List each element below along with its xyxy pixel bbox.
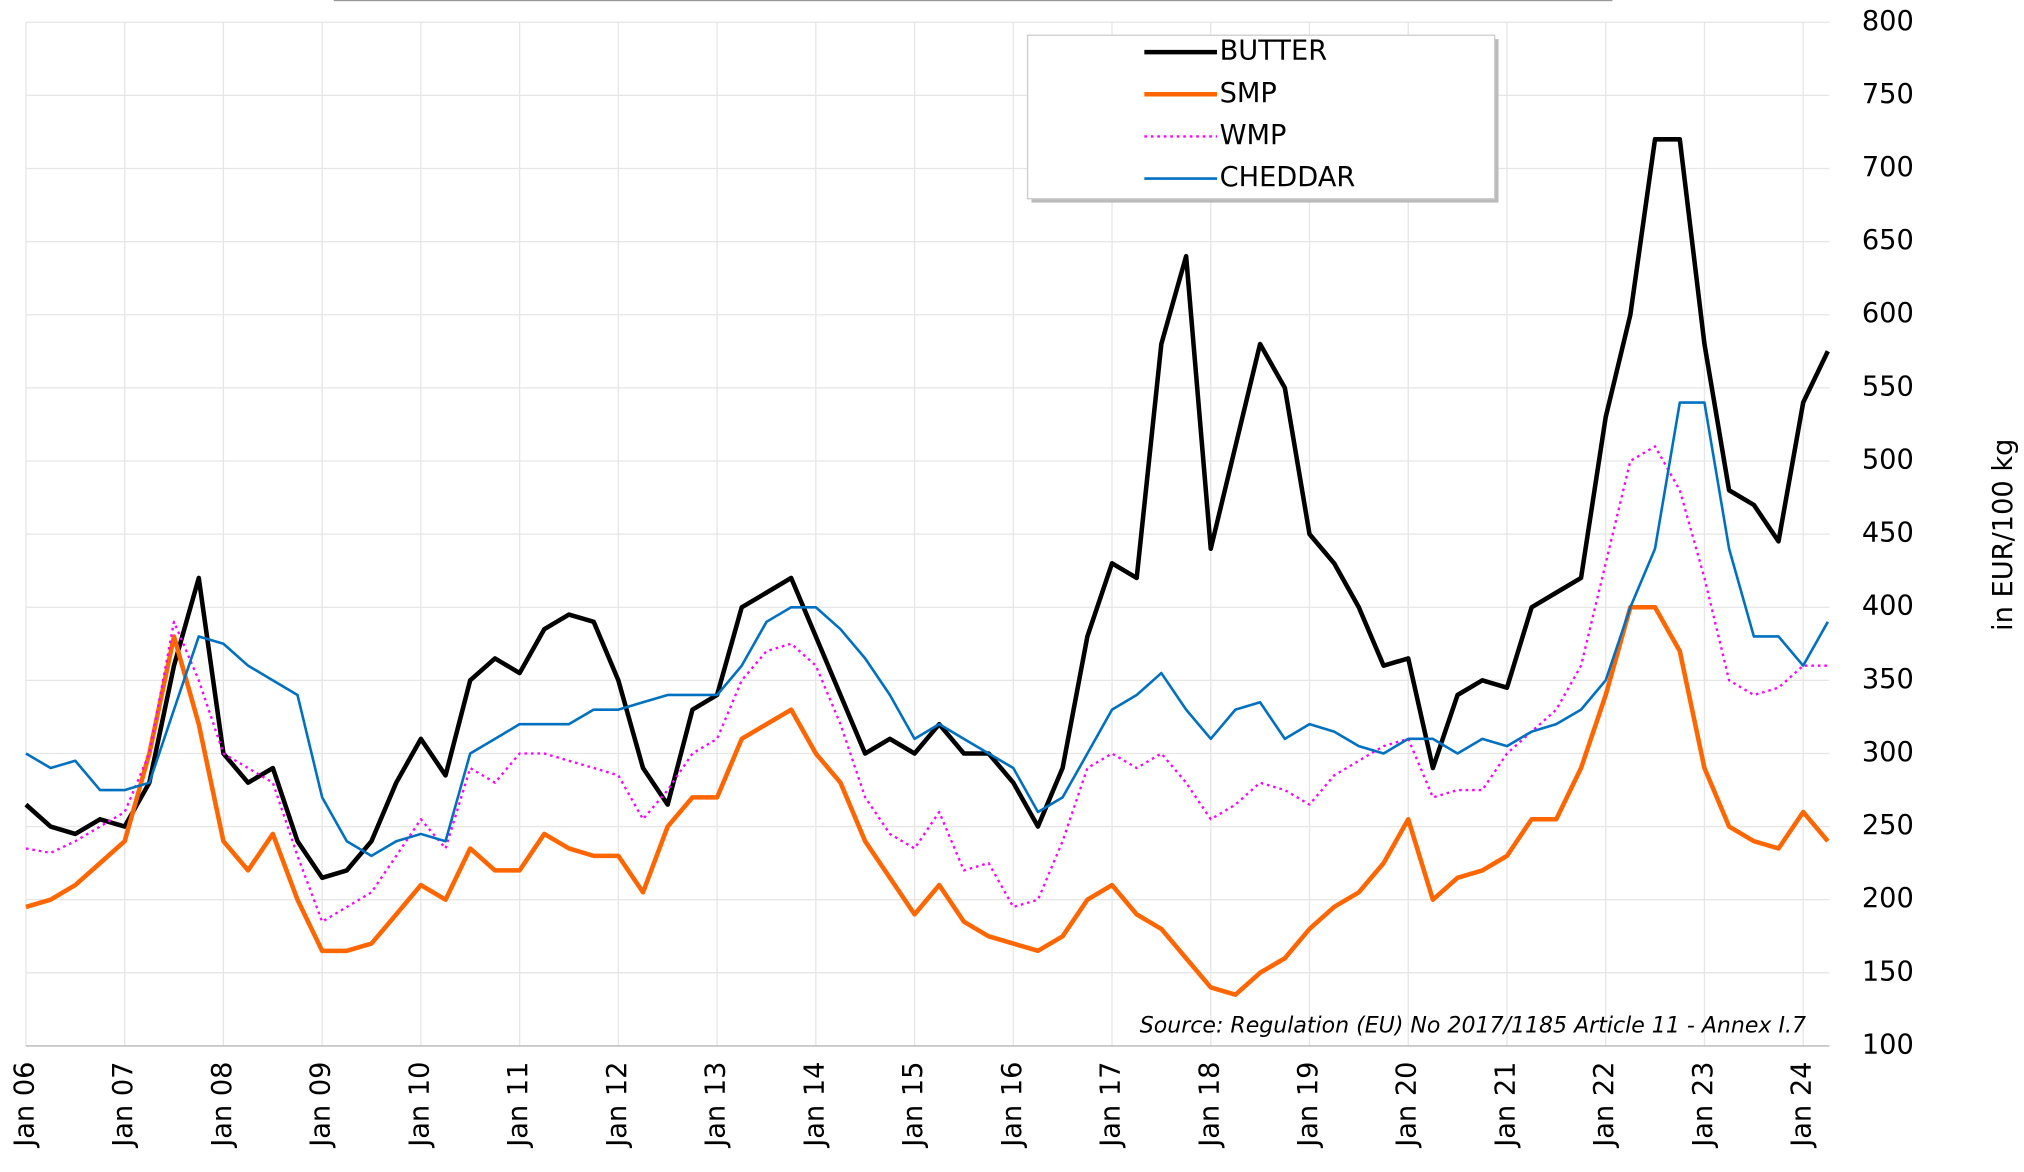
series-line <box>25 445 1828 923</box>
lines <box>24 137 1830 997</box>
y-tick-label: 200 <box>1862 883 1914 914</box>
x-tick-label: Jan 12 <box>602 1062 633 1149</box>
x-tick-label: Jan 11 <box>503 1062 534 1149</box>
y-tick-label: 150 <box>1862 956 1914 987</box>
legend-label: CHEDDAR <box>1220 162 1356 193</box>
y-tick-label: 550 <box>1862 371 1914 402</box>
x-tick-label: Jan 16 <box>997 1062 1028 1149</box>
x-tick-label: Jan 09 <box>306 1062 337 1149</box>
x-tick-label: Jan 19 <box>1293 1062 1324 1149</box>
x-tick-label: Jan 06 <box>9 1062 40 1149</box>
x-tick-label: Jan 20 <box>1392 1062 1423 1149</box>
y-tick-label: 700 <box>1862 152 1914 183</box>
series-line <box>24 137 1830 881</box>
x-tick-label: Jan 14 <box>799 1062 830 1149</box>
y-tick-label: 350 <box>1862 664 1914 695</box>
x-tick-label: Jan 18 <box>1194 1062 1225 1149</box>
y-axis-title: in EUR/100 kg <box>1988 439 2019 631</box>
y-tick-label: 500 <box>1862 444 1914 475</box>
x-tick-label: Jan 08 <box>207 1062 238 1149</box>
x-tick-label: Jan 17 <box>1096 1062 1127 1149</box>
legend-label: BUTTER <box>1220 36 1328 67</box>
y-tick-label: 600 <box>1862 298 1914 329</box>
y-tick-label: 300 <box>1862 737 1914 768</box>
x-tick-label: Jan 07 <box>108 1062 139 1149</box>
x-tick-label: Jan 15 <box>898 1062 929 1149</box>
legend-label: SMP <box>1220 78 1277 109</box>
legend: BUTTER SMP WMP CHEDDAR <box>1026 34 1499 203</box>
y-tick-label: 650 <box>1862 225 1914 256</box>
y-tick-label: 800 <box>1862 6 1914 37</box>
x-tick-label: Jan 13 <box>701 1062 732 1149</box>
source-note: Source: Regulation (EU) No 2017/1185 Art… <box>1140 1013 1806 1038</box>
y-tick-label: 450 <box>1862 518 1914 549</box>
x-tick-label: Jan 10 <box>404 1062 435 1149</box>
legend-box <box>1026 34 1496 200</box>
y-tick-label: 250 <box>1862 810 1914 841</box>
grid <box>25 21 1830 1047</box>
y-tick-label: 400 <box>1862 591 1914 622</box>
x-tick-label: Jan 21 <box>1490 1062 1521 1149</box>
y-tick-label: 750 <box>1862 79 1914 110</box>
x-tick-label: Jan 24 <box>1787 1062 1818 1149</box>
series-line <box>25 401 1829 858</box>
y-tick-label: 100 <box>1862 1029 1914 1060</box>
series-line <box>25 605 1830 997</box>
x-tick-label: Jan 22 <box>1589 1062 1620 1149</box>
legend-label: WMP <box>1220 120 1287 151</box>
x-tick-label: Jan 23 <box>1688 1062 1719 1149</box>
